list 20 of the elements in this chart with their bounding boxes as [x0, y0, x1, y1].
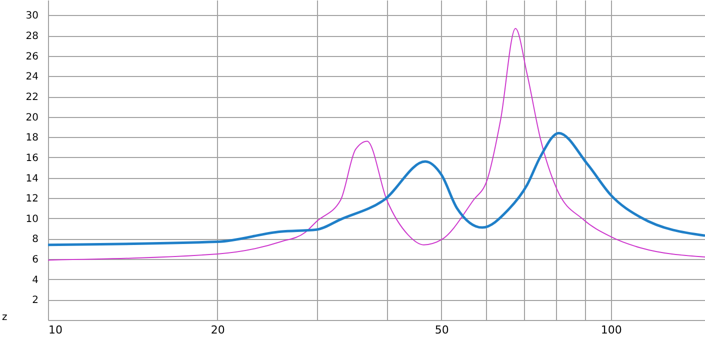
- y-tick-label: 24: [26, 72, 38, 83]
- y-tick-label: 6: [32, 254, 38, 266]
- y-tick-label: 4: [32, 274, 38, 286]
- y-tick-label: 14: [26, 173, 38, 184]
- x-tick-label: 100: [600, 324, 622, 336]
- x-tick-label: 50: [434, 324, 449, 336]
- y-tick-label: 8: [32, 234, 38, 246]
- x-tick-label: 20: [210, 324, 225, 336]
- y-tick-label: 30: [26, 10, 38, 22]
- y-tick-label: 26: [26, 51, 38, 62]
- y-tick-label: 2: [32, 295, 38, 306]
- y-tick-label: 18: [26, 132, 38, 144]
- y-tick-label: 22: [26, 92, 38, 104]
- y-tick-label: 12: [26, 194, 38, 205]
- y-tick-label: 16: [26, 152, 38, 164]
- y-tick-label: 28: [26, 31, 38, 42]
- y-tick-label: 10: [26, 214, 38, 225]
- x-axis-title: z: [2, 312, 8, 323]
- x-tick-label: 10: [48, 324, 62, 336]
- y-tick-label: 20: [26, 112, 38, 124]
